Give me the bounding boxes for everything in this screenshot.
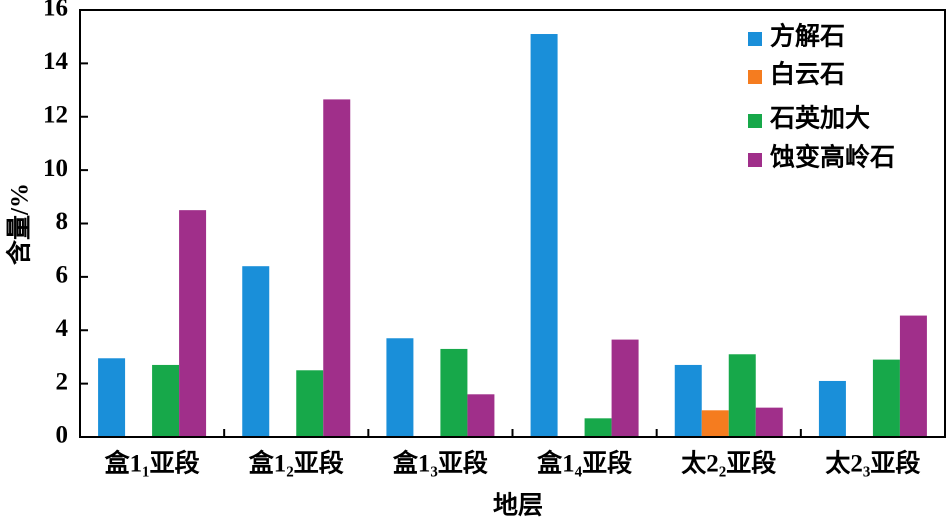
bar — [386, 338, 414, 437]
y-tick-label: 6 — [56, 262, 69, 289]
bar — [98, 358, 126, 437]
bar — [611, 339, 639, 437]
y-tick-label: 4 — [56, 315, 69, 342]
bar — [818, 380, 846, 437]
bar — [467, 394, 495, 437]
bar — [728, 354, 756, 437]
plot-frame — [79, 9, 946, 438]
y-tick-label: 16 — [43, 0, 68, 22]
x-tick-label: 盒1₂亚段 — [248, 449, 344, 478]
y-tick-label: 12 — [43, 101, 68, 128]
y-tick-label: 14 — [43, 48, 69, 75]
bar — [440, 348, 468, 437]
x-tick-label: 太2₂亚段 — [681, 449, 776, 478]
bar — [152, 364, 180, 437]
legend-label: 石英加大 — [769, 105, 870, 133]
x-tick-label: 太2₃亚段 — [825, 449, 920, 478]
legend-swatch — [748, 70, 762, 84]
bar — [899, 315, 927, 437]
legend-swatch — [748, 153, 762, 167]
y-tick-label: 2 — [56, 368, 69, 395]
legend-label: 蚀变高岭石 — [769, 143, 895, 172]
bar — [584, 418, 612, 437]
legend-label: 方解石 — [770, 22, 845, 51]
bar — [755, 407, 783, 437]
y-tick-label: 0 — [56, 422, 69, 449]
bar — [323, 99, 351, 437]
bar — [242, 266, 270, 437]
legend-label: 白云石 — [770, 60, 845, 89]
x-tick-label: 盒1₄亚段 — [536, 449, 632, 478]
x-tick-label: 盒1₁亚段 — [104, 449, 200, 478]
bar — [530, 34, 558, 438]
bar — [872, 359, 900, 437]
legend-swatch — [748, 32, 762, 46]
bar — [179, 210, 207, 437]
y-tick-label: 10 — [43, 155, 68, 182]
bar — [701, 410, 729, 437]
y-axis-label: 含量/% — [5, 183, 34, 265]
y-tick-label: 8 — [56, 208, 69, 235]
bar — [296, 370, 324, 437]
x-axis-label: 地层 — [493, 492, 543, 520]
legend-swatch — [748, 114, 762, 128]
x-tick-label: 盒1₃亚段 — [392, 449, 488, 478]
bar — [674, 364, 702, 437]
